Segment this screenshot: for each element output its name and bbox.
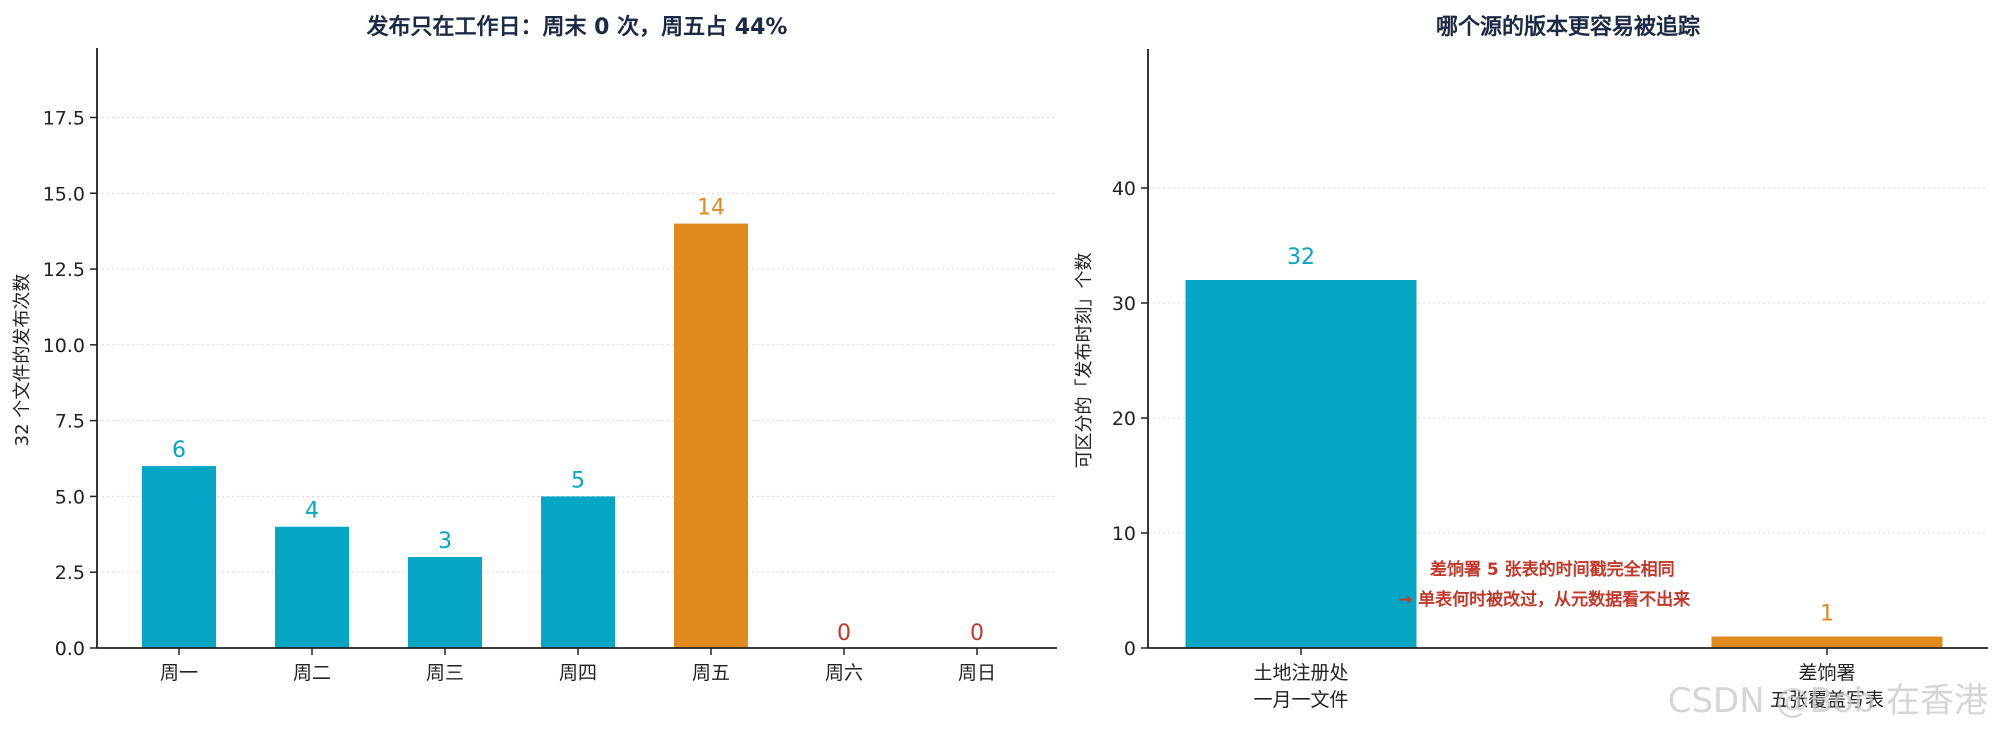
y-tick-label: 2.5 bbox=[55, 562, 85, 584]
x-tick-label: 周六 bbox=[825, 662, 863, 684]
left-category-labels: 周一 周二 周三 周四 周五 周六 周日 bbox=[160, 648, 996, 684]
y-tick-label: 5.0 bbox=[55, 486, 85, 508]
y-tick-label: 20 bbox=[1112, 408, 1136, 430]
weekday-chart: 发布只在工作日：周末 0 次，周五占 44% 32 个文件的发布次数 0.0 2.… bbox=[12, 14, 1057, 684]
bar bbox=[541, 496, 615, 648]
bar-value-label: 14 bbox=[697, 196, 725, 221]
right-y-axis-label: 可区分的「发布时刻」个数 bbox=[1074, 253, 1095, 469]
left-gridlines bbox=[97, 116, 1057, 573]
watermark: CSDN @Bob 在香港 bbox=[1668, 681, 1988, 721]
left-y-ticks: 0.0 2.5 5.0 7.5 10.0 12.5 15.0 17.5 bbox=[43, 107, 97, 660]
x-tick-label: 差饷署 bbox=[1798, 662, 1855, 684]
y-tick-label: 7.5 bbox=[55, 411, 85, 433]
x-tick-label: 周四 bbox=[559, 662, 597, 684]
y-tick-label: 17.5 bbox=[43, 107, 85, 129]
bar-value-label: 32 bbox=[1287, 245, 1315, 270]
x-tick-label: 周一 bbox=[160, 662, 198, 684]
y-tick-label: 40 bbox=[1112, 178, 1136, 200]
right-y-ticks: 0 10 20 30 40 bbox=[1112, 178, 1148, 660]
right-chart-title: 哪个源的版本更容易被追踪 bbox=[1436, 14, 1700, 40]
right-axes bbox=[1147, 49, 1988, 649]
x-tick-label: 周日 bbox=[958, 662, 996, 684]
x-tick-label-line2: 五张覆盖写表 bbox=[1770, 689, 1884, 711]
left-bars: 6 4 3 5 14 0 0 bbox=[142, 196, 984, 648]
annotation-line-2: → 单表何时被改过，从元数据看不出来 bbox=[1398, 589, 1691, 610]
right-bars: 32 1 bbox=[1185, 245, 1943, 648]
bar-value-label: 0 bbox=[837, 621, 851, 646]
y-tick-label: 15.0 bbox=[43, 183, 85, 205]
bar-value-label: 1 bbox=[1820, 602, 1834, 627]
y-tick-label: 12.5 bbox=[43, 259, 85, 281]
bar bbox=[408, 557, 482, 648]
left-y-axis-label: 32 个文件的发布次数 bbox=[12, 274, 33, 447]
x-tick-label: 周五 bbox=[692, 662, 730, 684]
y-tick-label: 0.0 bbox=[55, 638, 85, 660]
bar-value-label: 6 bbox=[172, 438, 186, 463]
bar bbox=[1711, 636, 1943, 648]
x-tick-label: 周二 bbox=[293, 662, 331, 684]
x-tick-label: 土地注册处 bbox=[1253, 662, 1348, 684]
bar-value-label: 4 bbox=[305, 499, 319, 524]
y-tick-label: 10 bbox=[1112, 523, 1136, 545]
bar-value-label: 0 bbox=[970, 621, 984, 646]
bar-value-label: 5 bbox=[571, 468, 585, 493]
y-tick-label: 0 bbox=[1124, 638, 1136, 660]
annotation-line-1: 差饷署 5 张表的时间戳完全相同 bbox=[1430, 559, 1675, 580]
x-tick-label-line2: 一月一文件 bbox=[1253, 689, 1348, 711]
left-chart-title: 发布只在工作日：周末 0 次，周五占 44% bbox=[366, 14, 788, 40]
bar bbox=[674, 223, 748, 648]
bar bbox=[275, 526, 349, 648]
bar bbox=[1185, 280, 1417, 648]
bar bbox=[142, 466, 216, 648]
left-axes bbox=[96, 48, 1057, 649]
y-tick-label: 30 bbox=[1112, 293, 1136, 315]
x-tick-label: 周三 bbox=[426, 662, 464, 684]
y-tick-label: 10.0 bbox=[43, 335, 85, 357]
bar-value-label: 3 bbox=[438, 529, 452, 554]
